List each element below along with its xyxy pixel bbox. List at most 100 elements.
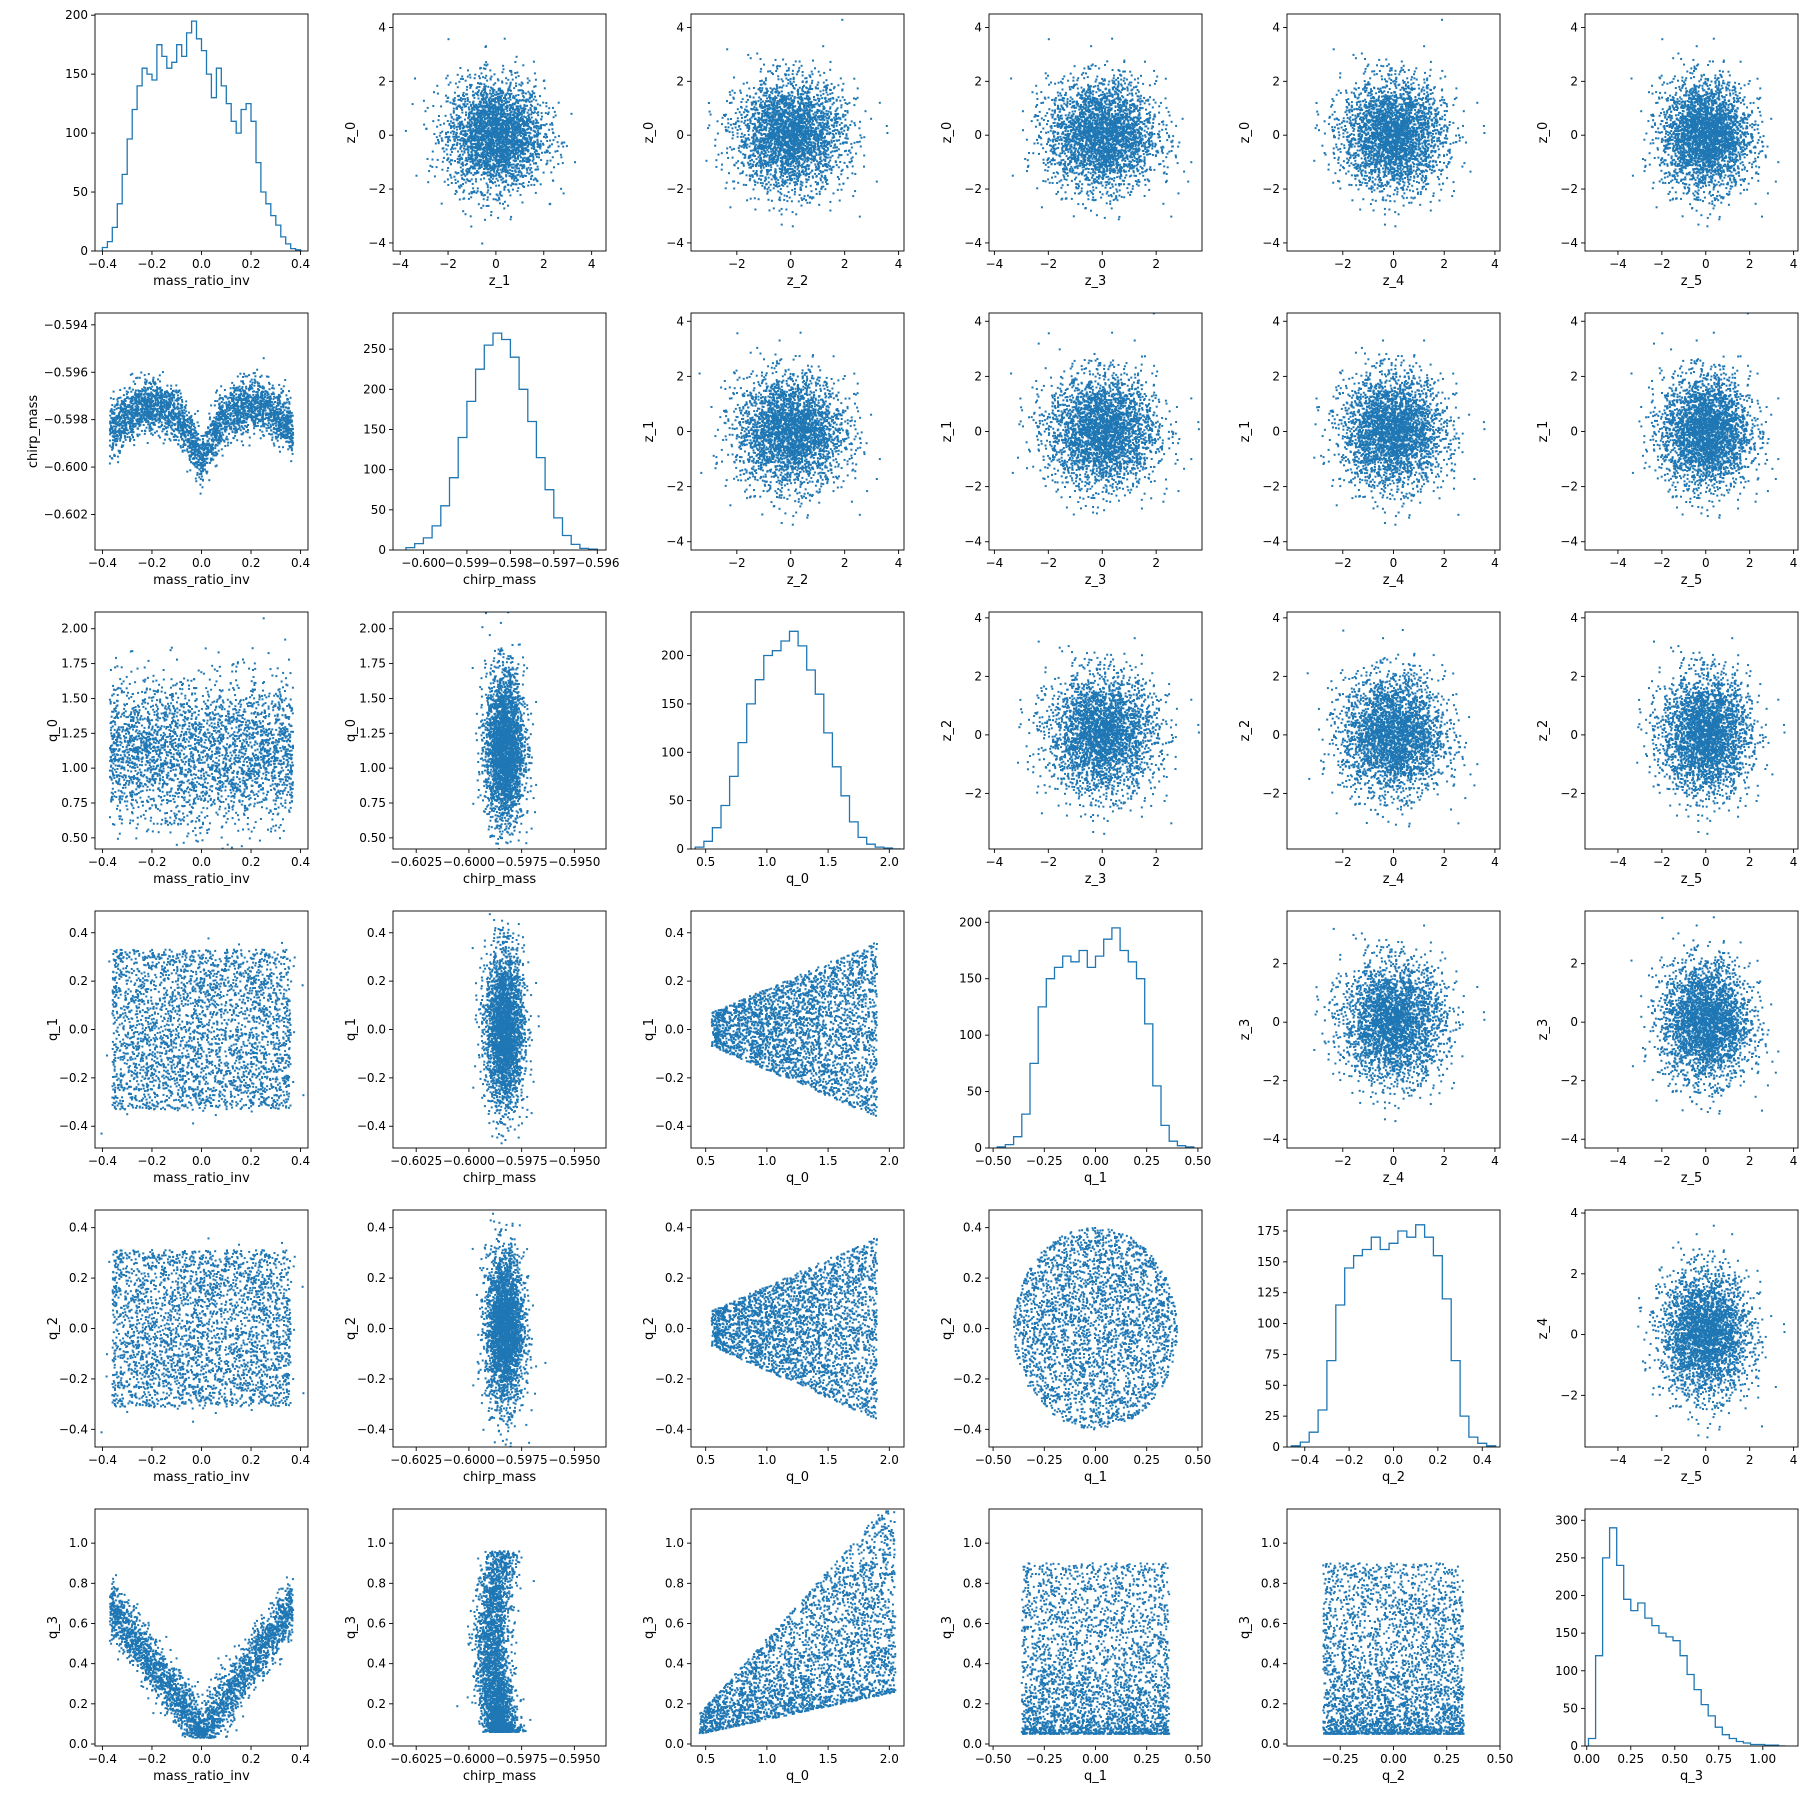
scatter-point xyxy=(768,165,770,167)
scatter-point xyxy=(813,96,815,98)
scatter-point xyxy=(789,110,791,112)
scatter-point xyxy=(467,69,469,71)
scatter-point xyxy=(485,155,487,157)
scatter-point xyxy=(554,111,556,113)
scatter-point xyxy=(524,130,526,132)
scatter-point xyxy=(797,101,799,103)
scatter-point xyxy=(814,139,816,141)
scatter-point xyxy=(518,100,520,102)
scatter-point xyxy=(515,157,517,159)
scatter-point xyxy=(516,72,518,74)
scatter-point xyxy=(817,169,819,171)
scatter-point xyxy=(441,169,443,171)
x-tick-label: 0.4 xyxy=(291,257,310,271)
scatter-point xyxy=(732,131,734,133)
scatter-point xyxy=(804,77,806,79)
scatter-point xyxy=(552,180,554,182)
scatter-point xyxy=(479,67,481,69)
scatter-point xyxy=(717,133,719,135)
y-tick-label: 200 xyxy=(65,8,88,22)
scatter-point xyxy=(489,92,491,94)
scatter-point xyxy=(483,171,485,173)
scatter-point xyxy=(779,197,781,199)
scatter-point xyxy=(499,138,501,140)
scatter-point xyxy=(510,90,512,92)
scatter-point xyxy=(501,101,503,103)
scatter-point xyxy=(821,97,823,99)
scatter-point xyxy=(485,65,487,67)
scatter-point xyxy=(532,153,534,155)
scatter-point xyxy=(731,149,733,151)
scatter-point xyxy=(487,103,489,105)
scatter-point xyxy=(447,145,449,147)
scatter-point xyxy=(537,134,539,136)
scatter-point xyxy=(499,151,501,153)
scatter-point xyxy=(536,122,538,124)
scatter-point xyxy=(472,158,474,160)
scatter-point xyxy=(725,187,727,189)
scatter-point xyxy=(835,133,837,135)
scatter-point xyxy=(490,153,492,155)
scatter-point xyxy=(497,180,499,182)
scatter-point xyxy=(751,102,753,104)
scatter-point xyxy=(549,203,551,205)
scatter-point xyxy=(501,127,503,129)
scatter-point xyxy=(475,178,477,180)
scatter-point xyxy=(502,203,504,205)
scatter-point xyxy=(837,113,839,115)
scatter-point xyxy=(778,78,780,80)
scatter-point xyxy=(839,118,841,120)
scatter-point xyxy=(749,156,751,158)
scatter-point xyxy=(489,193,491,195)
scatter-point xyxy=(534,111,536,113)
scatter-point xyxy=(506,170,508,172)
scatter-point xyxy=(490,125,492,127)
scatter-point xyxy=(510,218,512,220)
x-tick-label: 0 xyxy=(492,257,500,271)
scatter-point xyxy=(543,136,545,138)
scatter-point xyxy=(794,97,796,99)
scatter-point xyxy=(482,205,484,207)
scatter-point xyxy=(819,191,821,193)
scatter-point xyxy=(523,125,525,127)
scatter-point xyxy=(803,198,805,200)
scatter-point xyxy=(507,88,509,90)
scatter-point xyxy=(781,180,783,182)
scatter-point xyxy=(472,137,474,139)
scatter-point xyxy=(749,122,751,124)
scatter-point xyxy=(526,141,528,143)
scatter-point xyxy=(530,107,532,109)
scatter-point xyxy=(459,159,461,161)
scatter-point xyxy=(799,61,801,63)
scatter-point xyxy=(574,161,576,163)
scatter-point xyxy=(521,183,523,185)
scatter-point xyxy=(498,197,500,199)
scatter-point xyxy=(817,182,819,184)
scatter-point xyxy=(837,156,839,158)
scatter-point xyxy=(510,216,512,218)
scatter-point xyxy=(830,172,832,174)
scatter-point xyxy=(447,170,449,172)
scatter-point xyxy=(530,121,532,123)
scatter-point xyxy=(498,102,500,104)
x-tick-label: 4 xyxy=(588,257,596,271)
scatter-point xyxy=(792,225,794,227)
scatter-point xyxy=(475,130,477,132)
scatter-point xyxy=(457,126,459,128)
scatter-point xyxy=(517,187,519,189)
scatter-point xyxy=(476,160,478,162)
scatter-point xyxy=(459,143,461,145)
scatter-point xyxy=(504,201,506,203)
scatter-point xyxy=(490,211,492,213)
scatter-point xyxy=(545,112,547,114)
scatter-point xyxy=(735,112,737,114)
scatter-point xyxy=(838,166,840,168)
scatter-point xyxy=(535,192,537,194)
scatter-point xyxy=(525,149,527,151)
scatter-point xyxy=(457,86,459,88)
scatter-point xyxy=(499,100,501,102)
scatter-point xyxy=(540,140,542,142)
scatter-point xyxy=(481,120,483,122)
scatter-point xyxy=(423,100,425,102)
scatter-point xyxy=(859,141,861,143)
